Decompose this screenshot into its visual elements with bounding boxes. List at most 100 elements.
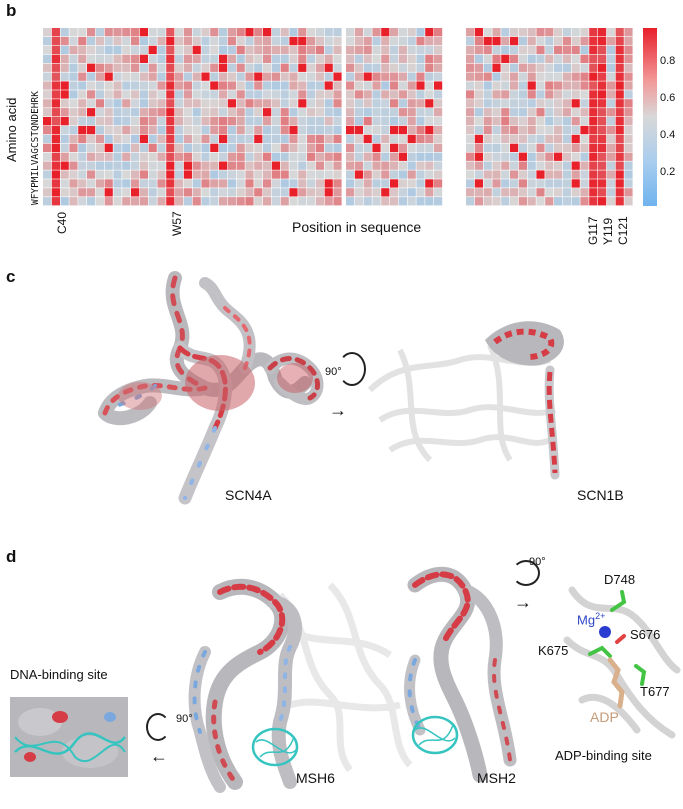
heatmap-cell — [227, 36, 236, 46]
heatmap-cell — [363, 197, 372, 206]
msh6-structure — [188, 578, 302, 793]
heatmap-cell — [354, 63, 363, 72]
heatmap-cell — [201, 45, 210, 55]
heatmap-cell — [245, 108, 254, 117]
heatmap-cell — [425, 117, 434, 126]
heatmap-cell — [87, 72, 96, 81]
heatmap-cell — [280, 125, 289, 135]
heatmap-cell — [398, 72, 407, 81]
heatmap-cell — [372, 28, 381, 37]
heatmap-cell — [598, 188, 607, 197]
heatmap-cell — [280, 63, 289, 72]
heatmap-cell — [425, 179, 434, 188]
heatmap-cell — [606, 188, 615, 197]
heatmap-cell — [210, 28, 219, 37]
heatmap-cell — [434, 161, 443, 170]
heatmap-cell — [315, 54, 324, 63]
heatmap-cell — [271, 179, 280, 188]
heatmap-cell — [298, 125, 307, 135]
heatmap-cell — [598, 170, 607, 179]
heatmap-cell — [554, 108, 563, 117]
heatmap-cell — [236, 170, 245, 179]
heatmap-cell — [606, 143, 615, 152]
heatmap-cell — [271, 81, 280, 90]
heatmap-cell — [466, 117, 475, 126]
heatmap-cell — [210, 45, 219, 55]
heatmap-cell — [425, 72, 434, 81]
heatmap-cell — [157, 99, 166, 108]
heatmap-cell — [598, 117, 607, 126]
heatmap-cell — [527, 81, 536, 90]
heatmap-cell — [372, 152, 381, 161]
heatmap-cell — [254, 117, 263, 126]
heatmap-cell — [210, 134, 219, 144]
heatmap-cell — [398, 81, 407, 90]
heatmap-cell — [60, 161, 69, 170]
heatmap-cell — [104, 161, 113, 170]
heatmap-cell — [78, 179, 87, 188]
heatmap-cell — [363, 90, 372, 99]
heatmap-cell — [466, 143, 475, 152]
heatmap-cell — [624, 134, 633, 144]
heatmap-cell — [307, 134, 316, 144]
heatmap-cell — [280, 188, 289, 197]
heatmap-cell — [363, 170, 372, 179]
heatmap-cell — [580, 63, 589, 72]
heatmap-cell — [398, 54, 407, 63]
heatmap-cell — [236, 54, 245, 63]
heatmap-cell — [245, 90, 254, 99]
heatmap-cell — [536, 170, 545, 179]
heatmap-cell — [333, 125, 342, 135]
heatmap-cell — [580, 108, 589, 117]
heatmap-cell — [571, 81, 580, 90]
heatmap-cell — [398, 99, 407, 108]
heatmap-cell — [324, 125, 333, 135]
heatmap-cell — [615, 197, 624, 206]
heatmap-cell — [245, 179, 254, 188]
heatmap-cell — [175, 161, 184, 170]
heatmap-cell — [280, 134, 289, 144]
heatmap-cell — [492, 45, 501, 55]
heatmap-cell — [363, 125, 372, 135]
heatmap-cell — [192, 28, 201, 37]
heatmap-cell — [354, 188, 363, 197]
heatmap-cell — [263, 179, 272, 188]
heatmap-cell — [434, 81, 443, 90]
rotation-arrow-icon — [338, 352, 366, 386]
heatmap-cell — [201, 179, 210, 188]
heatmap-cell — [492, 54, 501, 63]
heatmap-cell — [354, 125, 363, 135]
heatmap-cell — [390, 161, 399, 170]
heatmap-cell — [131, 28, 140, 37]
heatmap-cell — [580, 161, 589, 170]
heatmap-cell — [510, 179, 519, 188]
heatmap-cell — [536, 81, 545, 90]
heatmap-cell — [598, 36, 607, 46]
heatmap-cell — [606, 108, 615, 117]
heatmap-cell — [554, 81, 563, 90]
heatmap-cell — [131, 179, 140, 188]
heatmap-cell — [289, 81, 298, 90]
heatmap-cell — [289, 188, 298, 197]
heatmap-cell — [381, 161, 390, 170]
heatmap-cell — [598, 45, 607, 55]
heatmap-cell — [624, 197, 633, 206]
heatmap-cell — [492, 170, 501, 179]
heatmap-cell — [245, 143, 254, 152]
heatmap-cell — [518, 45, 527, 55]
heatmap-cell — [407, 152, 416, 161]
heatmap-cell — [407, 170, 416, 179]
heatmap-cell — [113, 188, 122, 197]
heatmap-cell — [571, 143, 580, 152]
heatmap-cell — [492, 99, 501, 108]
heatmap-cell — [122, 36, 131, 46]
heatmap-cell — [148, 28, 157, 37]
heatmap-cell — [139, 143, 148, 152]
heatmap-cell — [416, 54, 425, 63]
heatmap-cell — [280, 161, 289, 170]
heatmap-cell — [210, 63, 219, 72]
heatmap-cell — [346, 152, 355, 161]
heatmap-cell — [554, 161, 563, 170]
heatmap-cell — [492, 81, 501, 90]
heatmap-cell — [416, 188, 425, 197]
